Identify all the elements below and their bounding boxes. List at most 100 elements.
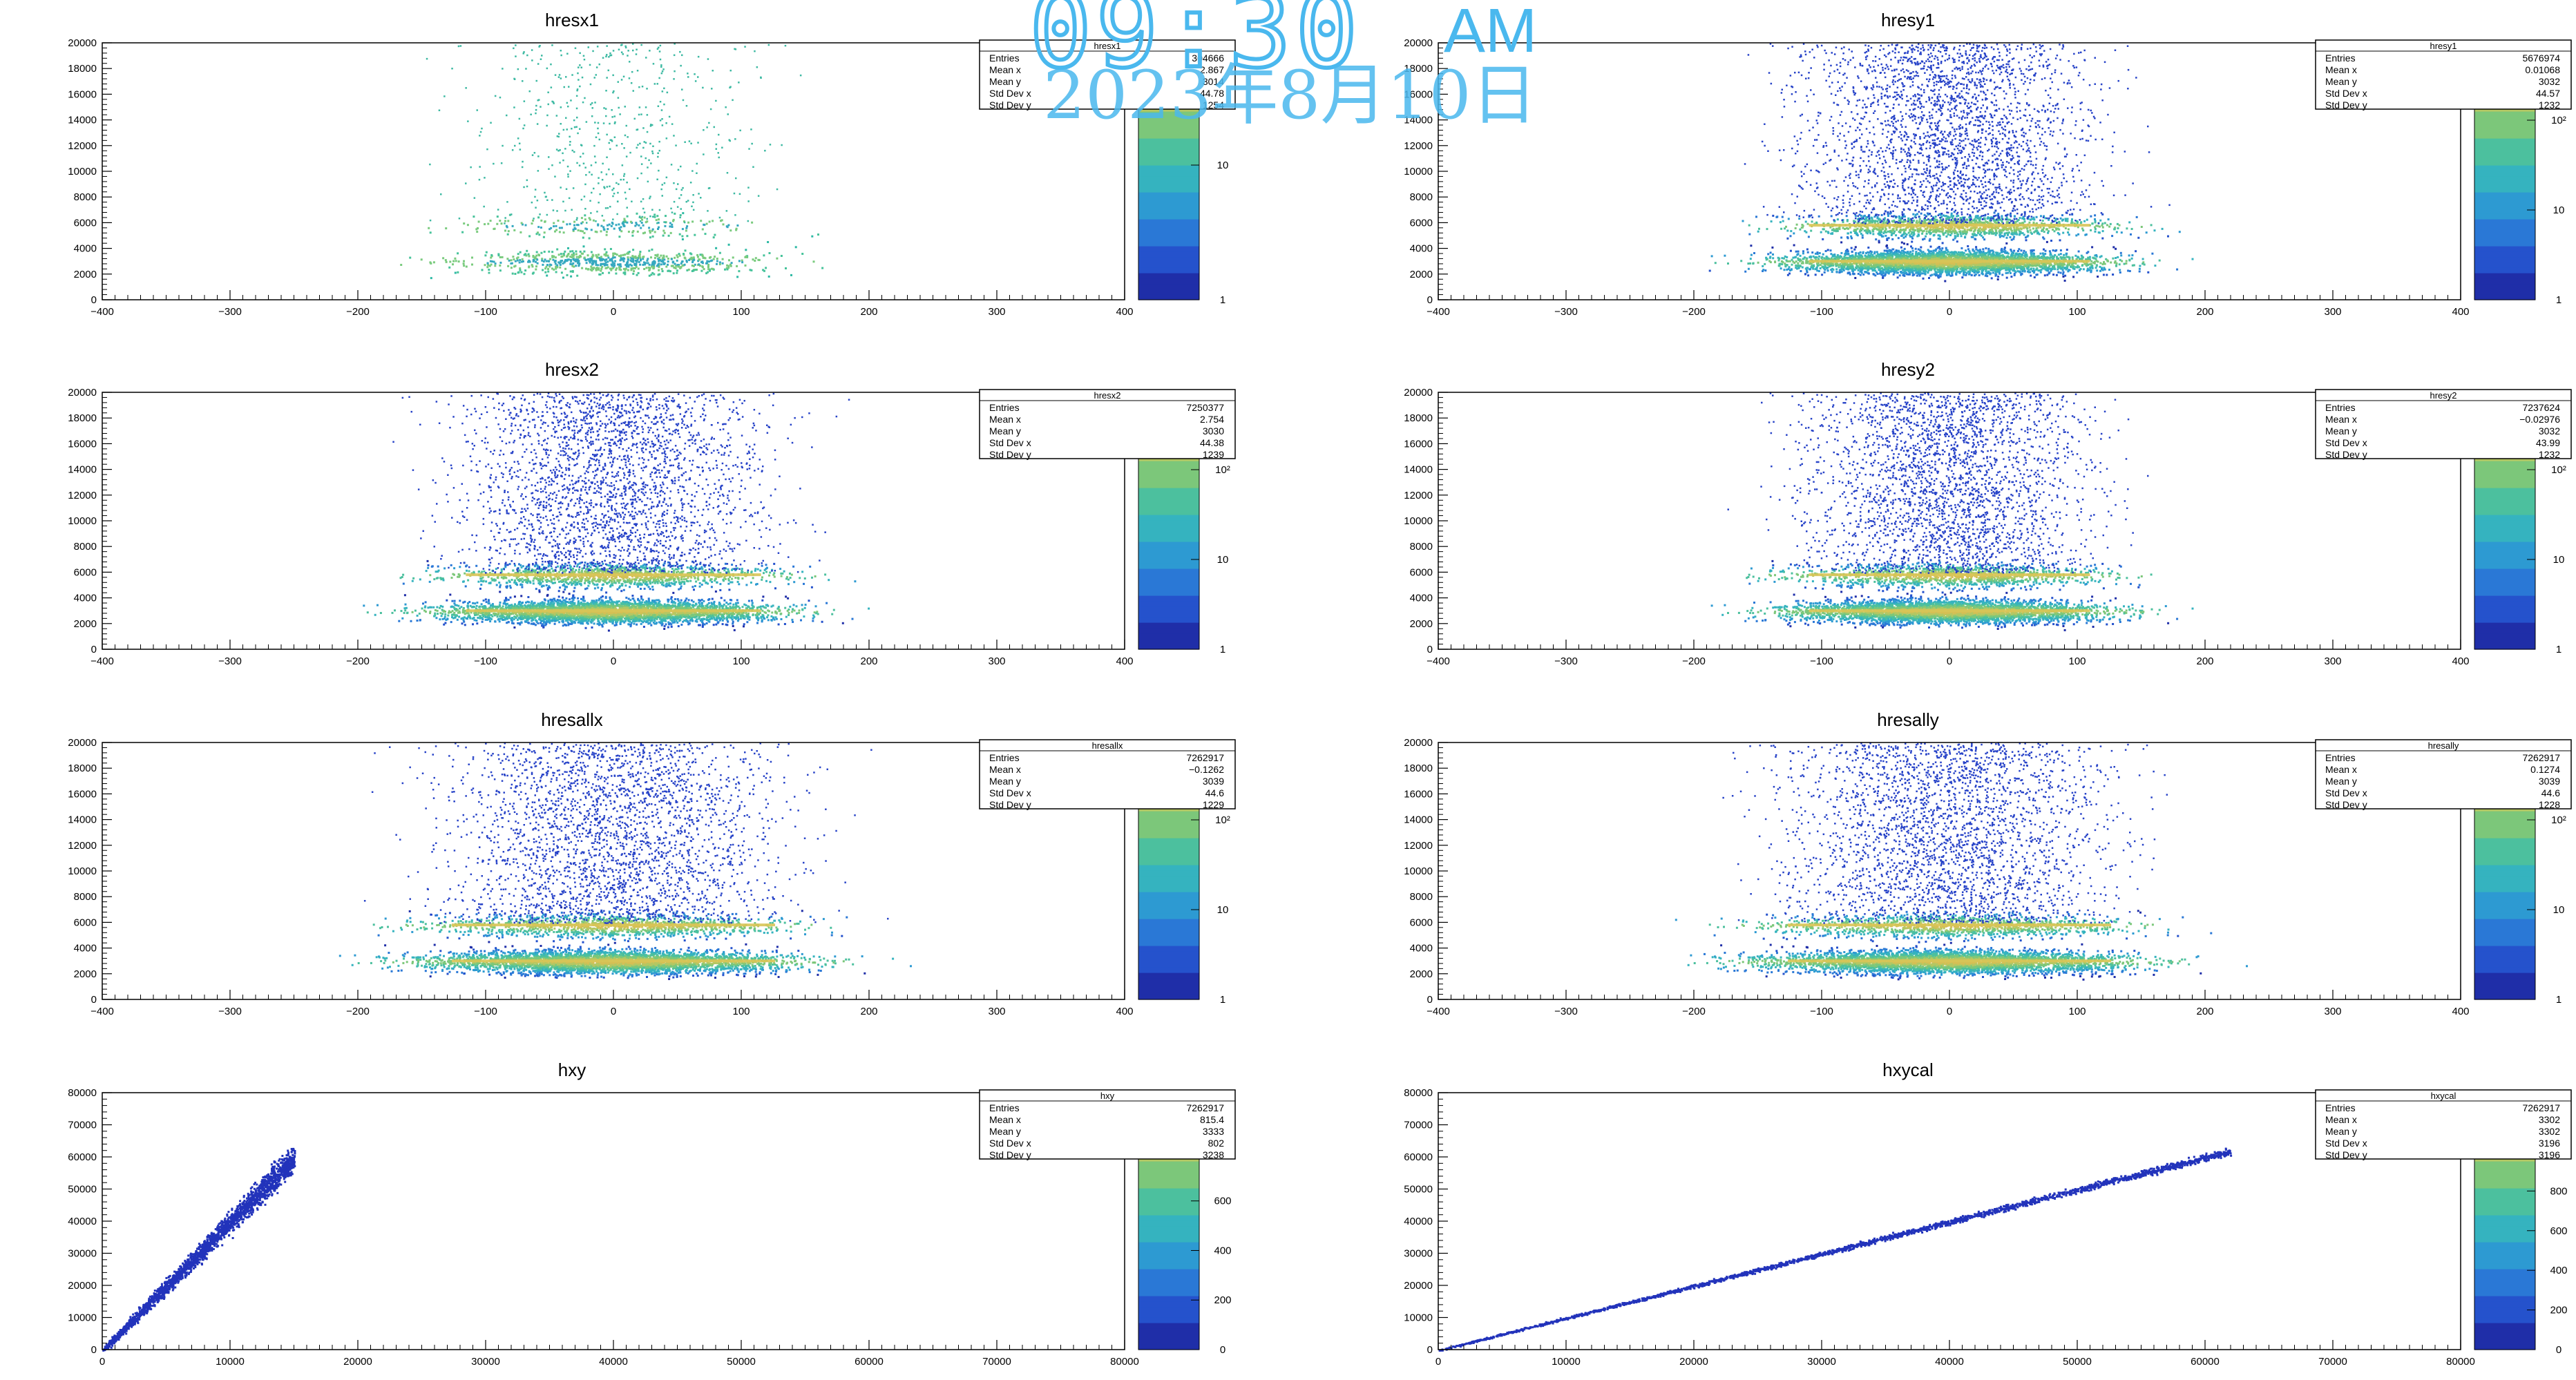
data-point <box>728 259 730 261</box>
data-point <box>689 252 691 254</box>
data-point <box>602 272 604 274</box>
y-tick-label: 10000 <box>68 166 97 178</box>
data-point <box>589 260 591 262</box>
data-point <box>676 269 678 271</box>
x-tick-label: 300 <box>988 306 1005 318</box>
data-point <box>1784 256 1786 258</box>
data-point <box>531 49 533 51</box>
data-point <box>564 86 566 88</box>
data-point <box>623 179 625 181</box>
data-point <box>566 274 569 276</box>
data-point <box>525 68 527 70</box>
data-point <box>613 50 615 52</box>
data-point <box>657 153 659 155</box>
data-point <box>448 267 450 269</box>
data-point <box>508 260 511 262</box>
data-point <box>555 74 557 76</box>
data-point <box>555 266 557 268</box>
data-point <box>706 223 708 225</box>
data-point <box>551 199 553 201</box>
y-tick-label: 12000 <box>68 140 97 152</box>
y-tick-label: 20000 <box>68 37 97 49</box>
data-point <box>452 260 455 262</box>
data-point <box>658 257 660 259</box>
data-point <box>544 220 546 222</box>
data-point <box>578 224 580 226</box>
data-point <box>790 274 792 276</box>
data-point <box>2124 263 2126 265</box>
x-tick-label: −100 <box>474 306 497 318</box>
data-point <box>562 201 564 203</box>
data-point <box>479 179 481 181</box>
data-point <box>1904 248 1906 250</box>
data-point <box>727 267 729 269</box>
data-point <box>1854 277 1856 279</box>
data-point <box>1851 247 1853 249</box>
data-point <box>535 105 537 107</box>
data-point <box>662 263 665 265</box>
data-point <box>535 109 537 111</box>
data-point <box>555 256 557 258</box>
data-point <box>616 182 618 184</box>
data-point <box>776 258 778 260</box>
data-point <box>531 265 533 267</box>
data-point <box>595 137 598 139</box>
data-point <box>664 232 666 234</box>
data-point <box>430 231 432 233</box>
stats-value: 3014 <box>1203 76 1224 87</box>
data-point <box>640 220 642 222</box>
data-point <box>536 233 538 235</box>
data-point <box>479 135 481 137</box>
data-point <box>659 150 661 152</box>
data-point <box>2019 217 2021 219</box>
data-point <box>544 231 546 233</box>
data-point <box>508 230 510 232</box>
data-point <box>602 226 604 228</box>
data-point <box>727 224 729 227</box>
data-point <box>543 260 545 262</box>
palette-step <box>1138 278 1199 284</box>
data-point <box>559 162 561 164</box>
data-point <box>522 128 524 130</box>
data-point <box>553 102 555 104</box>
data-point <box>811 236 813 238</box>
data-point <box>598 182 600 184</box>
data-point <box>510 262 512 265</box>
data-point <box>566 128 569 131</box>
data-point <box>528 236 531 238</box>
data-point <box>612 267 614 269</box>
data-point <box>570 259 572 261</box>
data-point <box>687 222 689 224</box>
data-point <box>696 163 698 165</box>
data-point <box>760 77 762 79</box>
data-point <box>647 166 649 169</box>
data-point <box>572 262 574 265</box>
data-point <box>680 266 682 268</box>
data-point <box>459 218 461 220</box>
data-point <box>499 265 501 267</box>
data-point <box>602 163 604 165</box>
data-point <box>644 217 646 219</box>
data-point <box>705 233 707 235</box>
data-point <box>722 262 724 265</box>
data-point <box>667 264 669 266</box>
data-point <box>607 186 609 188</box>
palette-step <box>1138 127 1199 133</box>
data-point <box>540 59 542 61</box>
data-point <box>638 268 640 270</box>
data-point <box>1850 236 1852 238</box>
data-point <box>1795 265 1797 267</box>
data-point <box>1920 247 1922 249</box>
data-point <box>618 269 620 271</box>
data-point <box>454 258 456 260</box>
data-point <box>556 210 558 212</box>
data-point <box>684 257 686 259</box>
data-point <box>684 264 686 266</box>
data-point <box>564 210 566 212</box>
palette-step <box>1138 154 1199 160</box>
data-point <box>452 263 454 265</box>
data-point <box>546 214 548 216</box>
data-point <box>628 231 630 233</box>
data-point <box>638 86 640 88</box>
data-point <box>538 233 540 236</box>
